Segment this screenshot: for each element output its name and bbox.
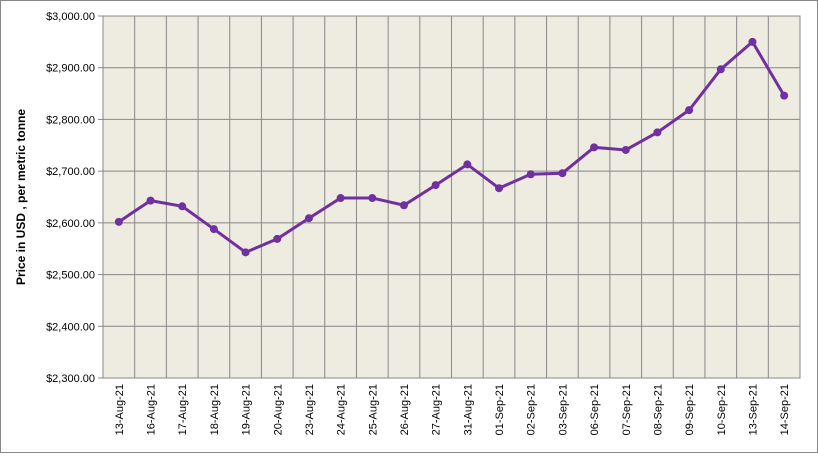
- price-point: [209, 225, 218, 234]
- price-point: [114, 217, 123, 226]
- x-tick-label: 09-Sep-21: [684, 384, 696, 435]
- price-point: [368, 194, 377, 203]
- y-tick-label: $2,300.00: [46, 373, 95, 385]
- y-tick-label: $2,600.00: [46, 218, 95, 230]
- x-tick-label: 07-Sep-21: [621, 384, 633, 435]
- x-tick-label: 23-Aug-21: [304, 384, 316, 435]
- price-point: [780, 91, 789, 100]
- x-tick-label: 16-Aug-21: [146, 384, 158, 435]
- x-tick-label: 31-Aug-21: [462, 384, 474, 435]
- price-point: [399, 201, 408, 210]
- y-tick-label: $2,700.00: [46, 166, 95, 178]
- x-tick-label: 25-Aug-21: [367, 384, 379, 435]
- price-point: [495, 184, 504, 193]
- x-tick-label: 01-Sep-21: [494, 384, 506, 435]
- x-tick-label: 13-Aug-21: [114, 384, 126, 435]
- x-tick-label: 17-Aug-21: [177, 384, 189, 435]
- price-point: [304, 214, 313, 223]
- price-point: [558, 169, 567, 178]
- price-point: [241, 248, 250, 257]
- x-tick-label: 26-Aug-21: [399, 384, 411, 435]
- y-tick-label: $2,400.00: [46, 321, 95, 333]
- y-tick-label: $2,900.00: [46, 63, 95, 75]
- y-tick-label: $2,800.00: [46, 114, 95, 126]
- x-tick-label: 02-Sep-21: [526, 384, 538, 435]
- price-point: [146, 196, 155, 205]
- price-point: [590, 143, 599, 152]
- price-point: [685, 106, 694, 115]
- x-tick-label: 20-Aug-21: [272, 384, 284, 435]
- price-point: [463, 160, 472, 169]
- y-tick-label: $2,500.00: [46, 270, 95, 282]
- price-line: [118, 39, 786, 255]
- price-point: [178, 202, 187, 211]
- x-tick-label: 14-Sep-21: [779, 384, 791, 435]
- price-point: [431, 181, 440, 190]
- price-point: [526, 170, 535, 179]
- x-tick-label: 13-Sep-21: [747, 384, 759, 435]
- x-tick-label: 19-Aug-21: [241, 384, 253, 435]
- x-tick-label: 24-Aug-21: [336, 384, 348, 435]
- price-point: [653, 128, 662, 137]
- x-tick-label: 27-Aug-21: [431, 384, 443, 435]
- price-point: [273, 234, 282, 243]
- price-point: [621, 145, 630, 154]
- y-tick-label: $3,000.00: [46, 11, 95, 23]
- x-tick-label: 06-Sep-21: [589, 384, 601, 435]
- y-axis-title: Price in USD , per metric tonne: [14, 109, 28, 285]
- x-tick-label: 18-Aug-21: [209, 384, 221, 435]
- x-tick-label: 08-Sep-21: [652, 384, 664, 435]
- x-tick-label: 10-Sep-21: [716, 384, 728, 435]
- price-point: [716, 65, 725, 74]
- price-point: [748, 37, 757, 46]
- price-point: [336, 194, 345, 203]
- x-tick-label: 03-Sep-21: [557, 384, 569, 435]
